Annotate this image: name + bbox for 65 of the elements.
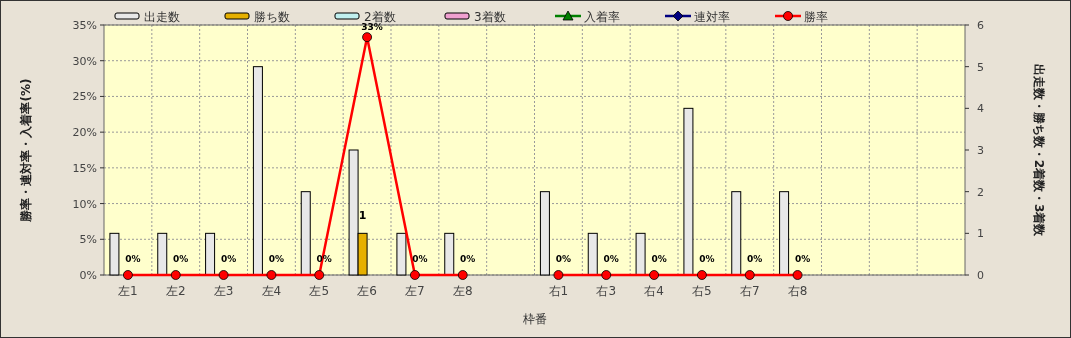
data-label: 0%	[220, 254, 237, 264]
y2-tick-label: 4	[977, 102, 984, 116]
y-axis-title: 勝率・連対率・入着率(%)	[19, 78, 33, 223]
data-label: 0%	[794, 254, 811, 264]
y-tick-label: 0%	[79, 269, 97, 282]
bar	[109, 232, 120, 276]
y2-tick-label: 0	[977, 269, 984, 282]
y-tick-label: 20%	[72, 126, 97, 140]
y2-tick-label: 1	[977, 227, 984, 241]
data-label: 0%	[125, 254, 141, 264]
bar	[396, 232, 407, 276]
bar	[300, 191, 311, 276]
x-tick-label: 左5	[309, 284, 330, 298]
x-tick-label: 左3	[213, 284, 234, 298]
bar	[731, 191, 742, 276]
bar	[779, 191, 790, 276]
bar	[205, 232, 216, 276]
y-tick-label: 30%	[72, 54, 97, 68]
legend-label: 出走数	[144, 10, 180, 24]
legend-label: 入着率	[584, 10, 620, 24]
x-tick-label: 左6	[357, 284, 377, 298]
bar	[444, 232, 455, 276]
legend-label: 2着数	[364, 10, 396, 24]
data-label: 33%	[361, 22, 383, 33]
x-tick-label: 右1	[548, 284, 569, 298]
data-label: 0%	[651, 254, 667, 264]
data-label: 0%	[268, 254, 285, 264]
x-tick-label: 左2	[165, 284, 186, 298]
y2-tick-label: 5	[977, 60, 984, 74]
bar	[683, 107, 694, 276]
data-label: 1	[358, 209, 367, 223]
data-label: 0%	[699, 254, 715, 264]
y2-axis-title: 出走数・勝ち数・2着数・3着数	[1032, 63, 1046, 238]
x-tick-label: 左7	[405, 284, 425, 298]
bar	[635, 232, 646, 276]
legend-label: 3着数	[474, 10, 506, 24]
x-tick-label: 右7	[739, 284, 760, 298]
y-tick-label: 25%	[72, 90, 97, 104]
bar	[539, 191, 550, 276]
y-tick-label: 5%	[79, 233, 97, 247]
x-tick-label: 右4	[644, 284, 664, 298]
x-tick-label: 左1	[118, 284, 138, 298]
data-label: 0%	[555, 254, 572, 264]
y2-tick-label: 6	[977, 19, 984, 32]
y-tick-label: 35%	[72, 19, 97, 32]
x-tick-label: 左8	[452, 284, 473, 298]
legend-label: 連対率	[694, 10, 730, 24]
y-tick-label: 15%	[72, 161, 97, 175]
y-tick-label: 10%	[72, 197, 97, 211]
data-label: 0%	[747, 254, 763, 264]
x-tick-label: 右5	[692, 284, 712, 298]
bar	[252, 66, 263, 276]
data-label: 0%	[460, 254, 476, 264]
x-tick-label: 右3	[596, 284, 617, 298]
legend-label: 勝ち数	[254, 10, 290, 24]
x-axis-title: 枠番	[521, 312, 547, 326]
y2-tick-label: 2	[977, 185, 984, 199]
bar	[157, 232, 168, 276]
data-label: 0%	[173, 254, 189, 264]
x-tick-label: 右8	[787, 284, 808, 298]
data-label: 0%	[603, 254, 619, 264]
legend-label: 勝率	[804, 10, 828, 24]
bar	[587, 232, 598, 276]
x-tick-label: 左4	[261, 284, 282, 298]
y2-tick-label: 3	[977, 144, 984, 157]
